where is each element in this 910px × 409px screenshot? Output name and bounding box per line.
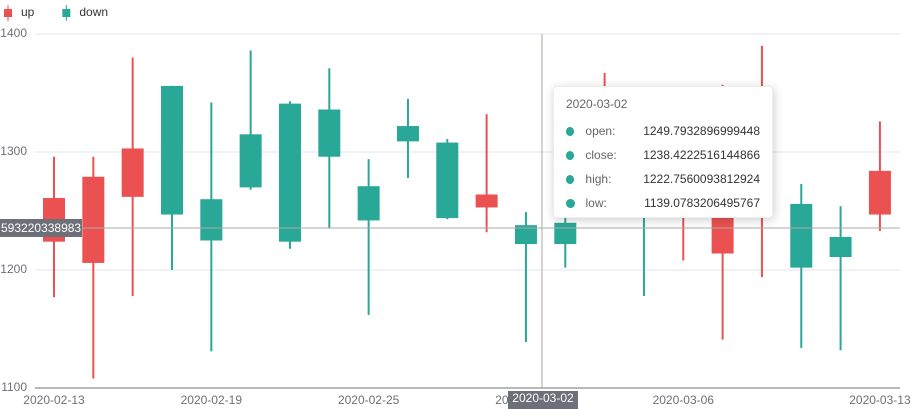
candle-body <box>278 103 301 242</box>
legend-icon <box>62 9 71 17</box>
candle-body <box>829 236 852 258</box>
tooltip-row: low: 1139.0783206495767 <box>566 191 760 215</box>
tooltip-marker <box>566 126 575 136</box>
y-tick-label: 1200 <box>0 262 27 276</box>
candle-body <box>318 109 341 157</box>
legend-label: down <box>79 5 108 19</box>
legend-item: down <box>62 5 108 21</box>
x-tick-label: 2020-03-06 <box>653 393 715 407</box>
candle-body <box>160 85 183 215</box>
y-tick-label: 1300 <box>0 144 27 158</box>
pointer-x-box <box>508 391 578 409</box>
tooltip-key: low: <box>585 196 607 210</box>
tooltip-key: close: <box>585 148 617 162</box>
candle-body <box>436 142 459 219</box>
y-tick-label: 1400 <box>0 26 27 40</box>
candle-body <box>357 186 380 221</box>
tooltip-row: high: 1222.7560093812924 <box>566 167 760 191</box>
tooltip-row: open: 1249.7932896999448 <box>566 119 760 143</box>
tooltip-marker <box>566 174 575 184</box>
candle-body <box>514 225 537 245</box>
tooltip-row: close: 1238.4222516144866 <box>566 143 760 167</box>
tooltip-value: 1249.7932896999448 <box>643 124 760 138</box>
x-tick-label: 2020-02-25 <box>338 393 400 407</box>
candle-body <box>868 170 891 215</box>
tooltip-key: open: <box>585 124 616 138</box>
tooltip-value: 1238.4222516144866 <box>643 148 760 162</box>
candle-body <box>554 222 577 245</box>
tooltip-value: 1222.7560093812924 <box>643 172 760 186</box>
legend-icon <box>4 9 12 17</box>
x-tick-label: 2020-03-13 <box>849 393 910 407</box>
tooltip: 2020-03-02 open: 1249.7932896999448 close:… <box>553 86 773 218</box>
candle-body <box>475 194 498 208</box>
legend-item: up <box>4 5 35 21</box>
y-tick-label: 1100 <box>1 380 27 394</box>
candle-body <box>396 126 419 142</box>
candle-body <box>121 148 144 197</box>
tooltip-marker <box>566 150 575 160</box>
tooltip-key: high: <box>585 172 612 186</box>
x-tick-label: 2020-02-19 <box>181 393 243 407</box>
legend-label: up <box>21 5 35 19</box>
pointer-x-label: 2020-03-02 <box>512 391 574 405</box>
candle-body <box>82 176 105 263</box>
tooltip-value: 1139.0783206495767 <box>644 196 760 210</box>
candle-body <box>239 134 262 188</box>
candle-body <box>200 199 223 241</box>
tooltip-title: 2020-03-02 <box>566 97 628 111</box>
pointer-y-label: 593220338983 <box>1 221 81 235</box>
pointer-y-box <box>0 219 82 237</box>
tooltip-marker <box>566 198 575 208</box>
candle-body <box>790 203 813 268</box>
x-tick-label: 2020-02-13 <box>23 393 85 407</box>
